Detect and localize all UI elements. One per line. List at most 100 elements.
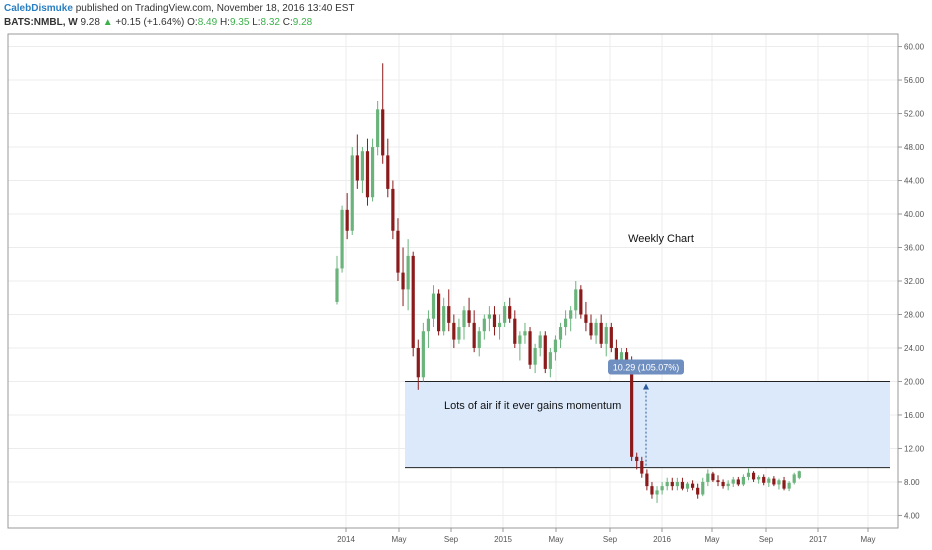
open-label: O: <box>187 17 198 28</box>
candle-up <box>569 310 573 319</box>
x-tick-label: May <box>548 535 563 544</box>
x-tick-label: May <box>391 535 406 544</box>
candle-down <box>401 272 405 290</box>
candle-up <box>487 314 491 319</box>
candle-down <box>736 479 740 485</box>
candle-up <box>477 331 481 348</box>
candle-up <box>370 147 375 198</box>
y-tick-label: 24.00 <box>904 344 925 353</box>
candle-down <box>437 293 441 332</box>
y-tick-label: 40.00 <box>904 210 925 219</box>
candle-up <box>731 479 735 484</box>
candle-down <box>721 481 725 487</box>
symbol-label: BATS:NMBL, W <box>4 17 78 28</box>
candle-down <box>492 314 497 328</box>
candle-down <box>447 306 451 323</box>
y-tick-label: 20.00 <box>904 377 925 386</box>
y-tick-label: 32.00 <box>904 277 925 286</box>
x-tick-label: 2017 <box>809 535 827 544</box>
candle-up <box>376 109 380 148</box>
candle-up <box>767 478 771 483</box>
candle-down <box>751 472 756 480</box>
publish-line: CalebDismuke published on TradingView.co… <box>4 3 355 14</box>
candle-down <box>599 322 603 344</box>
candle-up <box>442 306 446 332</box>
y-tick-label: 4.00 <box>904 511 920 520</box>
y-tick-label: 56.00 <box>904 76 925 85</box>
candle-down <box>782 480 786 489</box>
low-value: 8.32 <box>260 17 280 28</box>
candle-up <box>462 310 466 328</box>
x-tick-label: May <box>704 535 719 544</box>
candle-down <box>513 318 517 344</box>
x-tick-label: Sep <box>759 535 774 544</box>
candle-up <box>457 327 461 340</box>
candle-down <box>391 188 395 231</box>
candle-down <box>416 347 420 378</box>
low-label: L: <box>252 17 261 28</box>
candle-down <box>472 322 476 348</box>
candle-up <box>675 481 679 487</box>
publish-info: published on TradingView.com, November 1… <box>75 3 355 14</box>
candle-up <box>685 483 690 489</box>
candle-down <box>624 352 629 365</box>
arrow-up-icon <box>643 383 649 390</box>
candle-down <box>630 364 634 457</box>
y-tick-label: 16.00 <box>904 411 925 420</box>
candle-up <box>426 318 431 332</box>
candle-up <box>787 482 791 489</box>
candle-up <box>655 490 659 495</box>
x-axis: 2014 May Sep 2015 May Sep 2016 May Sep 2017 May <box>337 528 876 544</box>
candle-up <box>523 331 527 336</box>
candle-up <box>497 322 502 328</box>
x-tick-label: May <box>860 535 875 544</box>
candle-down <box>614 347 618 361</box>
candle-up <box>503 306 507 323</box>
candle-up <box>701 481 705 495</box>
candle-up <box>619 352 624 361</box>
candle-up <box>406 255 410 290</box>
x-tick-label: Sep <box>444 535 459 544</box>
candle-down <box>365 151 370 198</box>
candle-down <box>386 155 390 189</box>
target-zone <box>405 381 890 468</box>
close-value: 9.28 <box>292 17 313 28</box>
author-link[interactable]: CalebDismuke <box>4 3 73 14</box>
candle-down <box>579 289 583 315</box>
up-arrow-icon: ▲ <box>102 17 113 28</box>
candle-up <box>335 268 339 302</box>
open-value: 8.49 <box>197 17 218 28</box>
candle-down <box>345 209 349 231</box>
candle-up <box>726 483 730 487</box>
candle-down <box>543 335 547 369</box>
candle-down <box>650 486 654 495</box>
candle-up <box>792 474 796 483</box>
candle-down <box>381 109 385 156</box>
y-tick-label: 8.00 <box>904 478 920 487</box>
candle-down <box>772 478 776 485</box>
x-tick-label: Sep <box>603 535 618 544</box>
candles <box>335 63 801 503</box>
candle-down <box>528 331 532 365</box>
candle-down <box>670 481 674 487</box>
candle-up <box>746 472 751 477</box>
candle-down <box>355 155 359 181</box>
price-change: +0.15 (+1.64%) <box>115 17 185 28</box>
candle-up <box>558 327 563 340</box>
close-label: C: <box>282 17 293 28</box>
candle-up <box>741 476 745 485</box>
candle-up <box>564 318 568 328</box>
x-tick-label: 2015 <box>494 535 512 544</box>
y-tick-label: 44.00 <box>904 177 925 186</box>
candle-down <box>645 473 649 487</box>
symbol-line: BATS:NMBL, W 9.28 ▲ +0.15 (+1.64%) O:8.4… <box>4 17 312 28</box>
y-tick-label: 28.00 <box>904 310 925 319</box>
candle-up <box>553 339 558 353</box>
candle-down <box>716 480 720 482</box>
candle-up <box>538 335 542 348</box>
candle-down <box>452 322 456 340</box>
candle-down <box>762 476 766 483</box>
candle-down <box>609 327 613 348</box>
last-price: 9.28 <box>80 17 100 28</box>
